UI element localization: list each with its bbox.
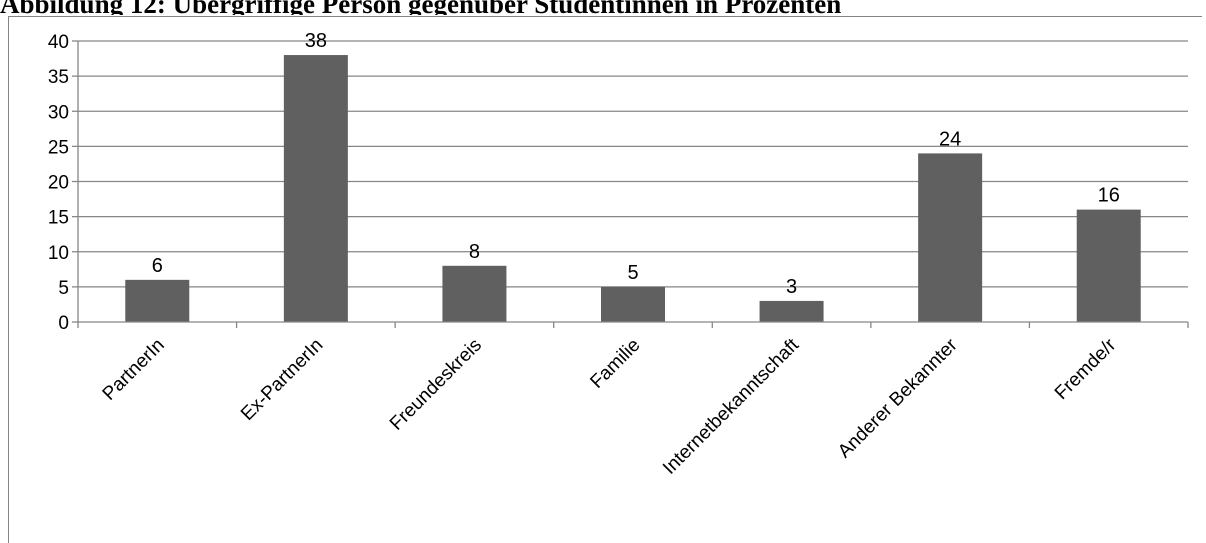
y-tick-label: 20 <box>48 173 69 194</box>
chart-title: Abbildung 12: Übergriffige Person gegenü… <box>0 0 842 15</box>
y-tick-label: 15 <box>48 208 69 229</box>
bar <box>918 153 983 322</box>
bar <box>125 279 190 322</box>
x-tick-label: Anderer Bekannter <box>834 334 962 462</box>
bar <box>759 300 824 322</box>
x-tick-label: Freundeskreis <box>386 335 486 435</box>
bar <box>442 265 507 322</box>
chart-frame <box>8 16 1202 543</box>
y-tick-label: 30 <box>48 102 69 123</box>
y-tick-label: 5 <box>58 278 69 299</box>
x-tick-label: Fremde/r <box>1051 334 1121 404</box>
data-label: 24 <box>939 128 961 150</box>
axes <box>72 40 1189 328</box>
data-label: 16 <box>1098 185 1120 207</box>
data-label: 5 <box>627 262 638 284</box>
y-tick-label: 40 <box>48 32 69 53</box>
data-label: 38 <box>305 30 327 52</box>
bars <box>125 55 1141 323</box>
grid-lines <box>78 40 1188 288</box>
x-tick-label: Ex-PartnerIn <box>237 335 327 425</box>
bar <box>1076 209 1141 322</box>
bar <box>601 286 665 322</box>
data-label: 3 <box>786 276 797 298</box>
x-tick-label: Familie <box>586 335 644 393</box>
x-tick-label: Internetbekanntschaft <box>659 334 804 479</box>
x-tick-label: PartnerIn <box>99 335 169 405</box>
y-tick-label: 35 <box>48 67 69 88</box>
y-tick-label: 10 <box>48 243 69 264</box>
bar <box>283 55 348 323</box>
data-label: 6 <box>152 255 163 277</box>
data-label: 8 <box>469 241 480 263</box>
y-tick-label: 0 <box>58 313 69 334</box>
y-tick-label: 25 <box>48 137 69 158</box>
